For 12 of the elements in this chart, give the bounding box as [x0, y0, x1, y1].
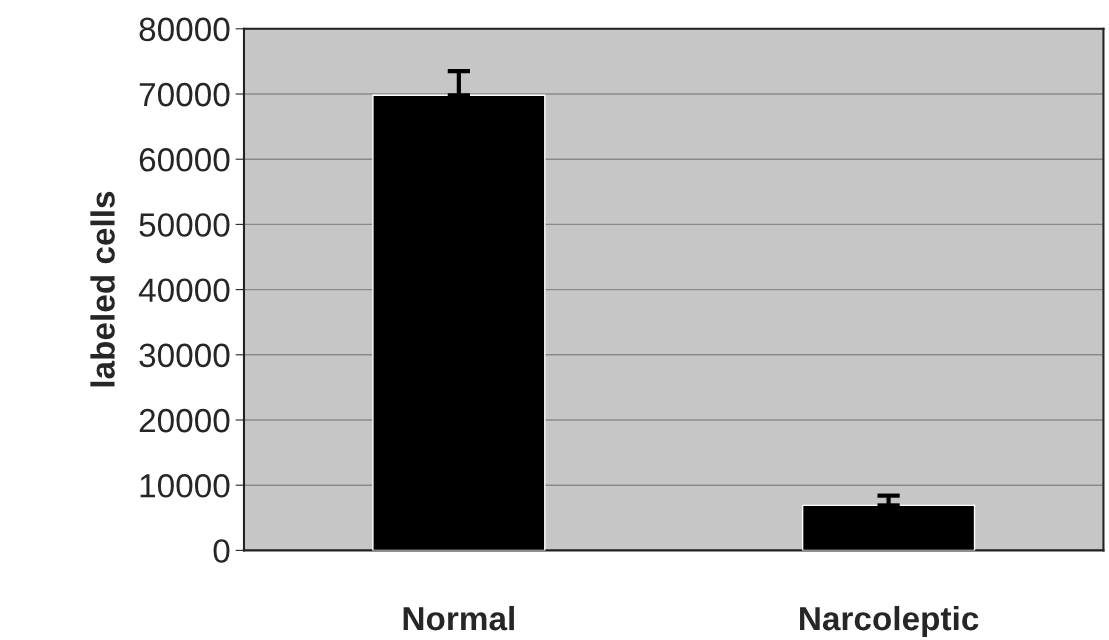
y-tick-label: 30000 [139, 343, 230, 368]
y-tick-label: 10000 [140, 474, 230, 498]
y-tick-label: 20000 [139, 408, 230, 433]
y-axis-title: labeled cells [90, 191, 115, 387]
x-tick-label: Normal [403, 605, 514, 631]
y-tick-label: 80000 [139, 17, 230, 42]
y-tick-label: 70000 [139, 82, 230, 107]
y-tick-label: 40000 [138, 278, 230, 303]
y-tick-label: 50000 [139, 213, 230, 237]
x-tick-label: Narcoleptic [800, 605, 979, 638]
y-tick-label: 60000 [139, 148, 230, 172]
y-tick-label: 0 [213, 539, 230, 563]
